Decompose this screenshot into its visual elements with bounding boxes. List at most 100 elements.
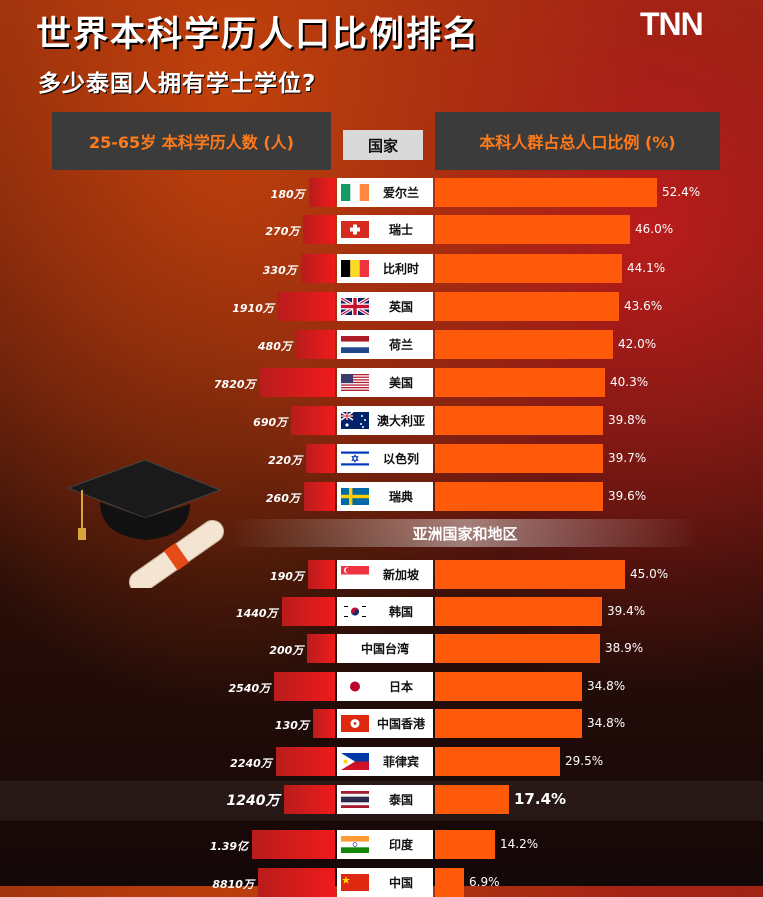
percent-bar [435, 709, 582, 738]
percent-bar [435, 292, 619, 321]
percent-bar [435, 254, 622, 283]
country-cell: 泰国 [337, 785, 433, 814]
percent-bar [435, 785, 509, 814]
china-flag-icon [341, 874, 369, 891]
country-name: 中国香港 [376, 717, 425, 731]
population-bar [259, 368, 335, 397]
population-label: 220万 [268, 454, 303, 467]
page-title: 世界本科学历人口比例排名 [36, 15, 481, 55]
japan-flag-icon [341, 678, 369, 695]
population-label: 480万 [257, 340, 292, 353]
country-name: 韩国 [388, 605, 413, 619]
population-bar [295, 330, 335, 359]
column-header-country: 国家 [343, 130, 423, 160]
philippines-flag-icon [341, 753, 369, 770]
country-cell: 美国 [337, 368, 433, 397]
country-name: 瑞典 [388, 490, 413, 504]
hongkong-flag-icon [341, 715, 369, 732]
switzerland-flag-icon [341, 221, 369, 238]
country-cell: 荷兰 [337, 330, 433, 359]
percent-bar [435, 868, 464, 897]
percent-label: 39.4% [607, 604, 646, 618]
percent-label: 34.8% [587, 679, 626, 693]
percent-label: 39.7% [608, 451, 647, 465]
population-label: 1240万 [226, 793, 280, 809]
country-cell: 印度 [337, 830, 433, 859]
population-label: 8810万 [212, 878, 254, 891]
country-cell: 新加坡 [337, 560, 433, 589]
country-name: 荷兰 [388, 338, 413, 352]
population-label: 190万 [269, 570, 304, 583]
country-cell: 瑞典 [337, 482, 433, 511]
percent-label: 44.1% [627, 261, 666, 275]
population-label: 2540万 [228, 682, 271, 695]
section-asia-label: 亚洲国家和地区 [230, 519, 700, 547]
percent-label: 45.0% [630, 567, 669, 581]
percent-bar [435, 215, 630, 244]
percent-label: 40.3% [610, 375, 649, 389]
population-bar [275, 747, 335, 776]
percent-label: 38.9% [605, 641, 644, 655]
country-name: 澳大利亚 [376, 414, 425, 428]
population-bar [291, 406, 335, 435]
country-name: 新加坡 [382, 568, 419, 582]
percent-bar [435, 672, 582, 701]
population-bar [274, 672, 335, 701]
population-label: 2240万 [230, 757, 272, 770]
ireland-flag-icon [341, 184, 369, 201]
percent-bar [435, 406, 603, 435]
population-bar [303, 215, 335, 244]
population-label: 130万 [274, 719, 309, 732]
population-bar [308, 178, 335, 207]
population-bar [306, 444, 335, 473]
brand-logo: TNN [640, 6, 704, 42]
population-bar [252, 830, 335, 859]
population-label: 260万 [265, 492, 300, 505]
country-name: 日本 [388, 680, 413, 694]
percent-bar [435, 830, 495, 859]
country-name: 菲律宾 [382, 755, 419, 769]
percent-bar [435, 330, 613, 359]
country-cell: 日本 [337, 672, 433, 701]
percent-label: 34.8% [587, 716, 626, 730]
percent-bar [435, 368, 605, 397]
population-bar [277, 292, 335, 321]
australia-flag-icon [341, 412, 369, 429]
country-name: 英国 [388, 300, 413, 314]
population-bar [300, 254, 335, 283]
percent-label: 43.6% [624, 299, 663, 313]
percent-bar [435, 634, 600, 663]
population-label: 1910万 [232, 302, 274, 315]
percent-bar [435, 178, 657, 207]
graduation-cap-icon [60, 458, 230, 594]
percent-label: 29.5% [565, 754, 604, 768]
percent-bar [435, 482, 603, 511]
column-header-percent: 本科人群占总人口比例 (%) [435, 112, 720, 170]
singapore-flag-icon [341, 566, 369, 583]
percent-bar [435, 597, 602, 626]
sweden-flag-icon [341, 488, 369, 505]
percent-label: 17.4% [514, 790, 567, 808]
india-flag-icon [341, 836, 369, 853]
population-bar [283, 785, 335, 814]
country-cell: 中国 [337, 868, 433, 897]
country-name: 中国 [388, 876, 413, 890]
belgium-flag-icon [341, 260, 369, 277]
country-name: 泰国 [388, 793, 413, 807]
country-name: 中国台湾 [360, 642, 409, 656]
country-name: 印度 [388, 838, 413, 852]
population-label: 270万 [265, 225, 300, 238]
percent-bar [435, 444, 603, 473]
netherlands-flag-icon [341, 336, 369, 353]
population-bar [281, 597, 335, 626]
israel-flag-icon [341, 450, 369, 467]
population-label: 330万 [262, 264, 297, 277]
percent-label: 39.8% [608, 413, 647, 427]
percent-label: 52.4% [662, 185, 701, 199]
uk-flag-icon [341, 298, 369, 315]
korea-flag-icon [341, 603, 369, 620]
percent-label: 39.6% [608, 489, 647, 503]
population-bar [257, 868, 335, 897]
country-cell: 韩国 [337, 597, 433, 626]
country-cell: 菲律宾 [337, 747, 433, 776]
